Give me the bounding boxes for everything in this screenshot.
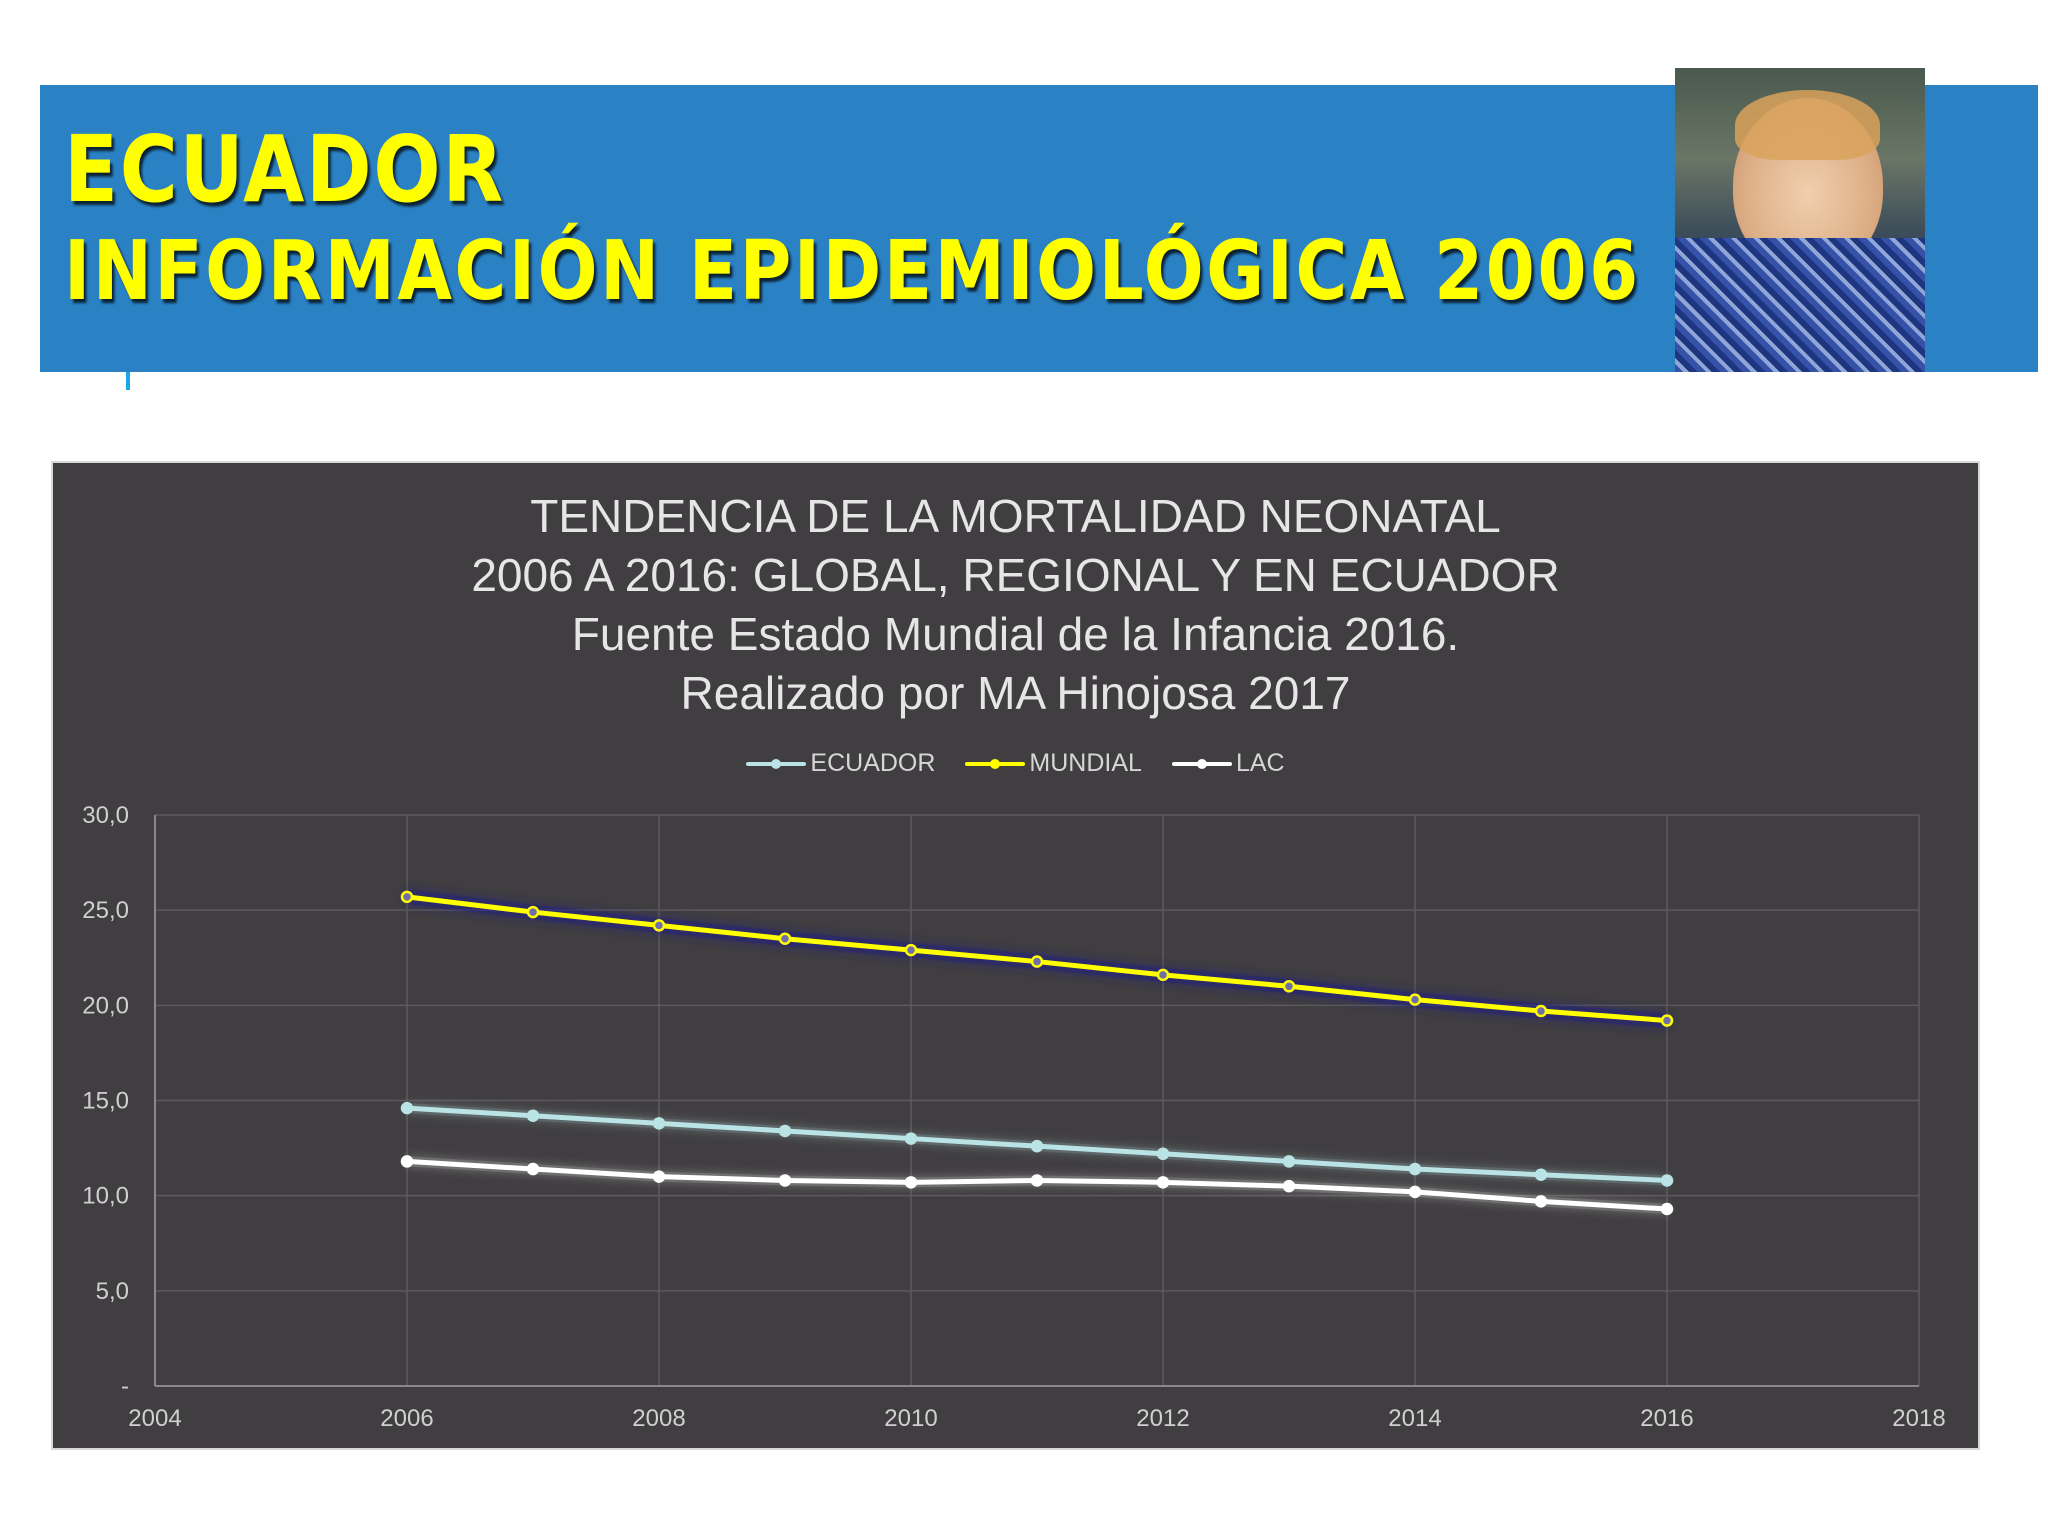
data-point-lac	[1156, 1176, 1170, 1189]
y-tick-label: 10,0	[82, 1183, 129, 1210]
x-tick-label: 2008	[632, 1405, 685, 1432]
data-point-ecuador	[1534, 1168, 1548, 1181]
legend-label: MUNDIAL	[1029, 749, 1142, 777]
data-point-lac	[778, 1174, 792, 1187]
data-point-ecuador	[904, 1132, 918, 1145]
legend-swatch-ecuador-icon	[746, 758, 807, 769]
data-point-lac	[1534, 1195, 1548, 1208]
data-point-lac	[1408, 1185, 1422, 1199]
line-chart: TENDENCIA DE LA MORTALIDAD NEONATAL 2006…	[51, 461, 1980, 1450]
y-tick-label: 30,0	[82, 802, 129, 829]
data-point-lac	[1030, 1174, 1044, 1187]
chart-title-line-1: TENDENCIA DE LA MORTALIDAD NEONATAL	[530, 490, 1501, 542]
photo-hair	[1735, 90, 1880, 160]
data-point-lac	[1282, 1179, 1296, 1193]
x-tick-label: 2016	[1640, 1405, 1693, 1432]
y-tick-label: 5,0	[96, 1278, 129, 1305]
legend-label: LAC	[1235, 749, 1285, 777]
decorative-tick	[126, 372, 130, 390]
y-tick-label: 25,0	[82, 897, 129, 924]
data-point-mundial	[778, 932, 792, 945]
chart-legend: ECUADOR MUNDIAL LAC	[53, 749, 1978, 778]
x-tick-label: 2006	[380, 1405, 433, 1432]
child-photo	[1675, 68, 1925, 372]
data-point-ecuador	[1030, 1139, 1044, 1153]
y-tick-label: 15,0	[82, 1088, 129, 1115]
data-point-ecuador	[400, 1101, 414, 1115]
y-tick-label: -	[121, 1373, 129, 1400]
data-point-ecuador	[526, 1109, 540, 1122]
chart-title-line-2: 2006 A 2016: GLOBAL, REGIONAL Y EN ECUAD…	[471, 549, 1560, 601]
x-tick-label: 2014	[1388, 1405, 1441, 1432]
legend-label: ECUADOR	[810, 749, 936, 777]
data-point-ecuador	[652, 1117, 666, 1130]
chart-title: TENDENCIA DE LA MORTALIDAD NEONATAL 2006…	[53, 487, 1978, 723]
data-point-mundial	[1534, 1004, 1548, 1018]
legend-item-ecuador: ECUADOR	[746, 749, 935, 778]
legend-item-mundial: MUNDIAL	[965, 749, 1142, 778]
x-tick-label: 2018	[1892, 1405, 1945, 1432]
x-tick-label: 2010	[884, 1405, 937, 1432]
data-point-lac	[1660, 1202, 1674, 1216]
data-point-lac	[400, 1155, 414, 1168]
data-point-mundial	[1282, 980, 1296, 993]
x-tick-label: 2004	[128, 1405, 181, 1432]
data-point-lac	[526, 1162, 540, 1176]
data-point-mundial	[1408, 993, 1422, 1006]
chart-title-line-3: Fuente Estado Mundial de la Infancia 201…	[571, 608, 1460, 660]
data-point-mundial	[400, 890, 414, 904]
page-title: ECUADOR INFORMACIÓN EPIDEMIOLÓGICA 2006	[64, 118, 1641, 322]
data-point-mundial	[1030, 955, 1044, 968]
legend-item-lac: LAC	[1171, 749, 1285, 778]
chart-title-line-4: Realizado por MA Hinojosa 2017	[680, 667, 1351, 719]
data-point-lac	[652, 1170, 666, 1183]
x-tick-label: 2012	[1136, 1405, 1189, 1432]
legend-swatch-lac-icon	[1171, 758, 1232, 769]
legend-swatch-mundial-icon	[965, 758, 1026, 769]
data-point-ecuador	[1408, 1162, 1422, 1176]
data-point-mundial	[1660, 1014, 1674, 1027]
title-line-1: ECUADOR	[64, 116, 506, 223]
plot-area: - 5,0 10,0 15,0 20,0 25,0 30,0 2004 2006 2008 2010…	[82, 802, 1945, 1432]
data-point-ecuador	[778, 1124, 792, 1138]
photo-scarf	[1675, 238, 1925, 372]
data-point-mundial	[1156, 968, 1170, 982]
data-point-mundial	[526, 905, 540, 919]
data-point-ecuador	[1156, 1147, 1170, 1161]
y-tick-label: 20,0	[82, 992, 129, 1019]
data-point-ecuador	[1282, 1155, 1296, 1168]
data-point-mundial	[904, 943, 918, 957]
title-line-2: INFORMACIÓN EPIDEMIOLÓGICA 2006	[64, 224, 1641, 319]
data-point-lac	[904, 1176, 918, 1189]
data-point-ecuador	[1660, 1174, 1674, 1187]
data-point-mundial	[652, 919, 666, 932]
